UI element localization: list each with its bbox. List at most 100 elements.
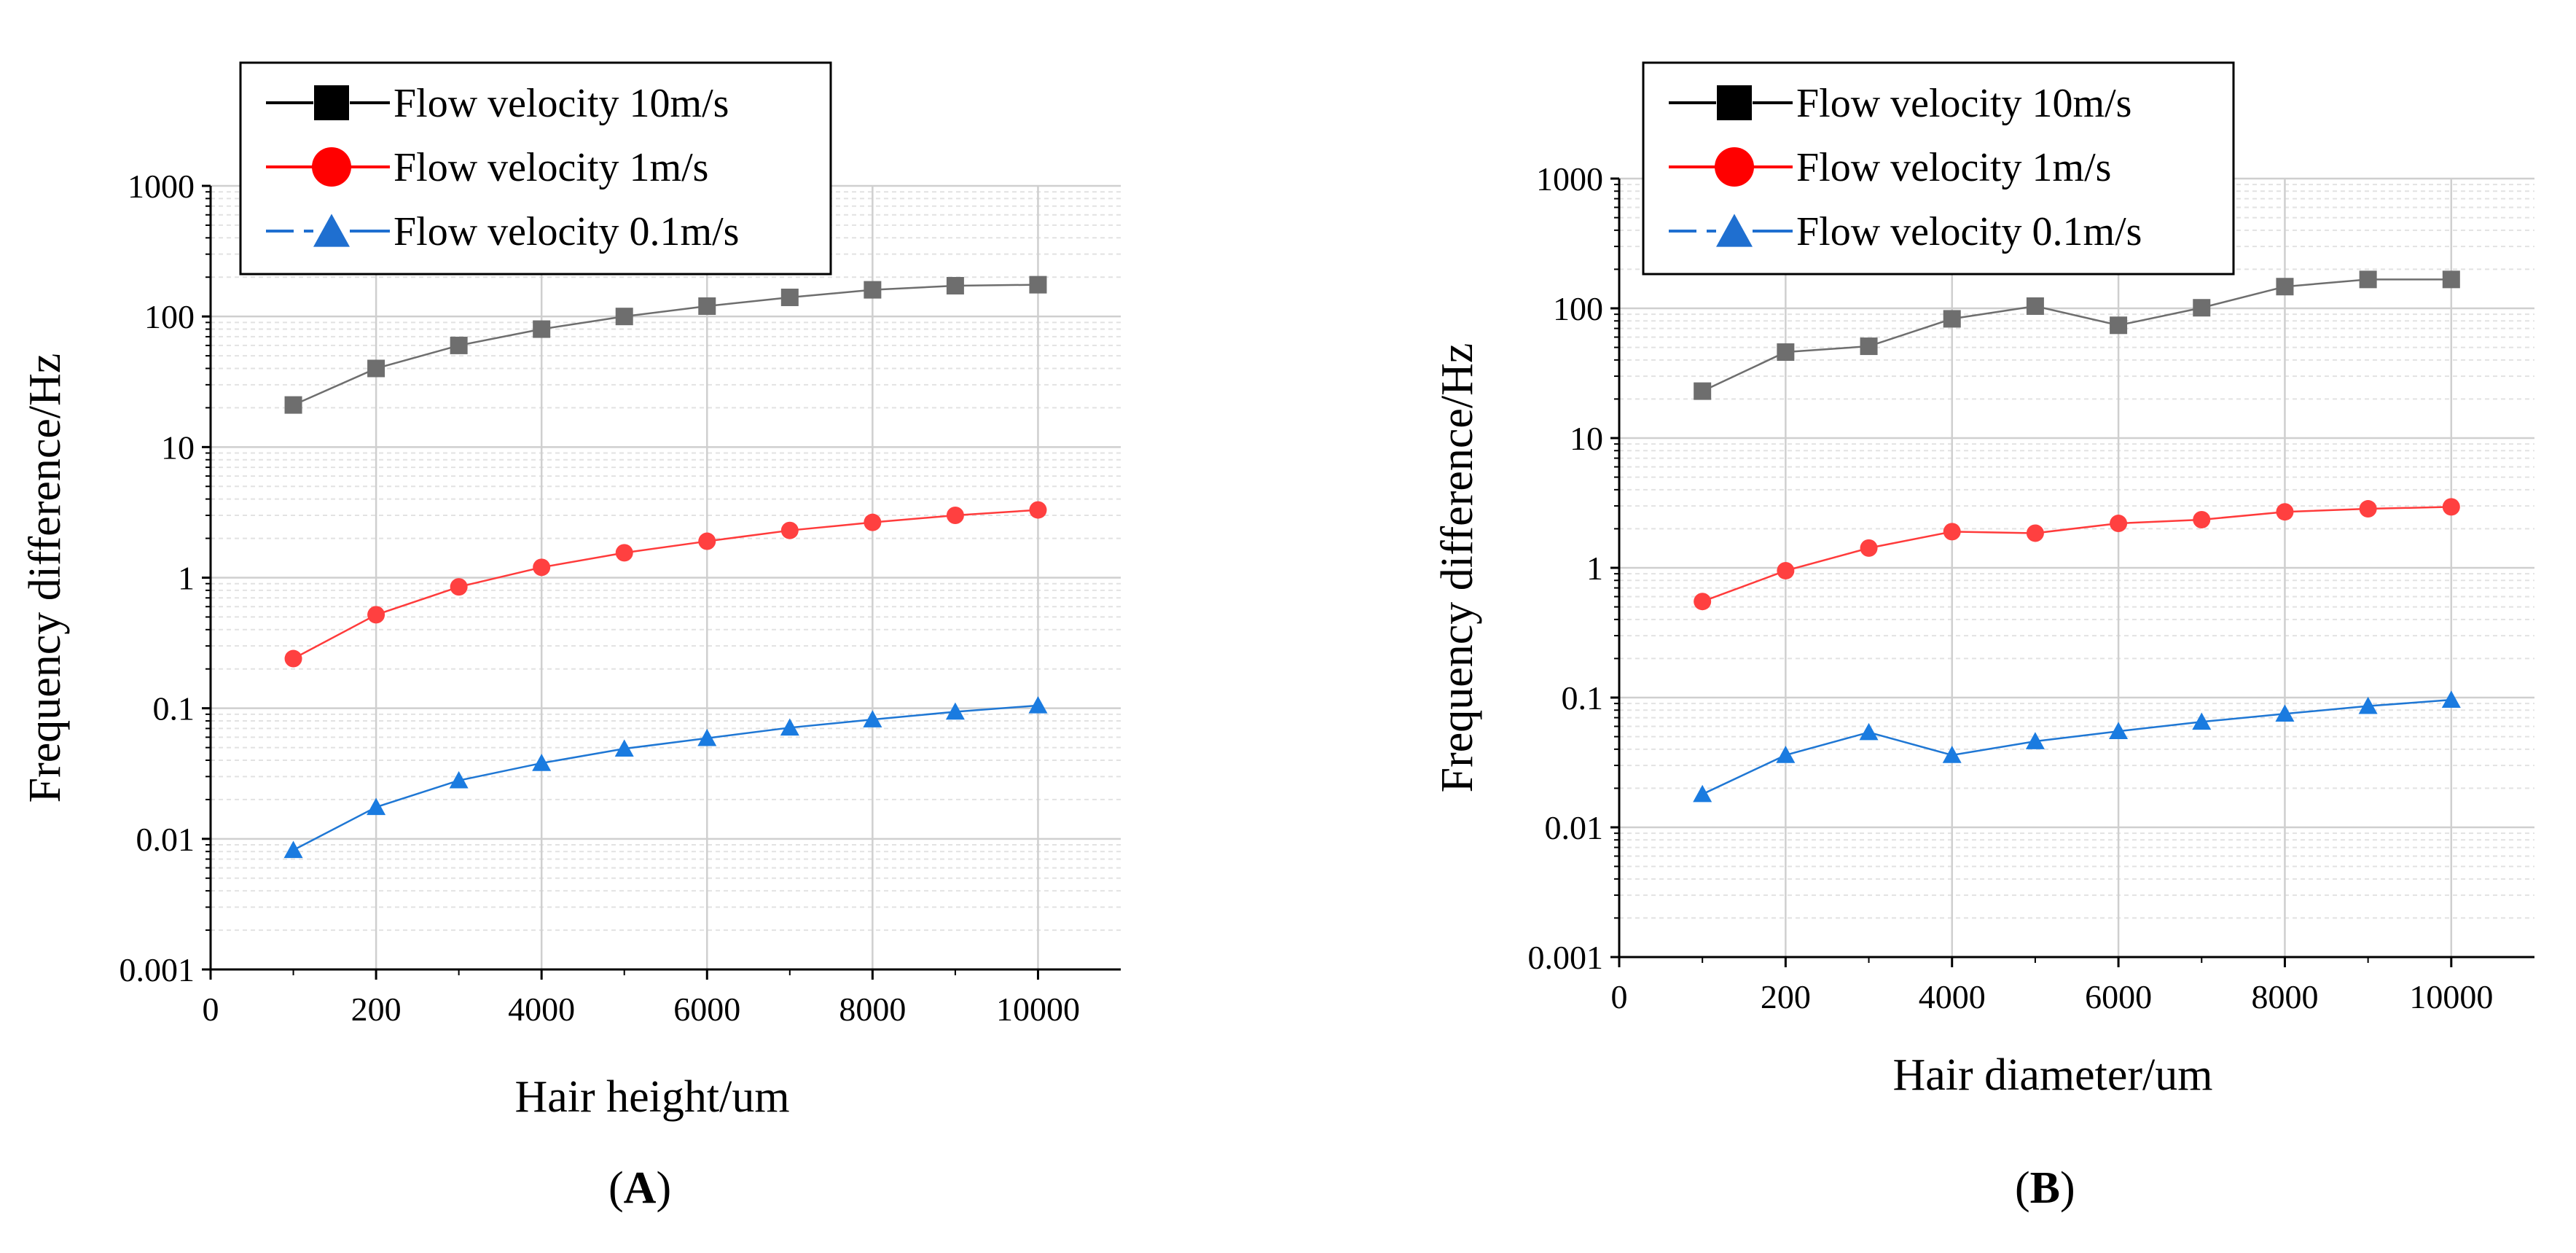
data-point bbox=[863, 710, 882, 727]
data-point bbox=[698, 297, 716, 315]
data-point bbox=[1694, 593, 1712, 611]
x-tick-label: 0 bbox=[1611, 978, 1628, 1015]
x-tick-label: 4000 bbox=[508, 991, 575, 1028]
legend-label: Flow velocity 0.1m/s bbox=[1796, 209, 2142, 254]
x-tick-label: 200 bbox=[351, 991, 402, 1028]
data-point bbox=[2110, 316, 2128, 335]
data-point bbox=[2442, 498, 2460, 516]
series-triangle bbox=[1693, 690, 2461, 803]
x-axis-title: Hair diameter/um bbox=[1893, 1050, 2213, 1100]
data-point bbox=[1029, 276, 1047, 294]
data-point bbox=[1942, 746, 1962, 763]
series-circle bbox=[1694, 498, 2460, 611]
data-point bbox=[284, 649, 302, 668]
data-point bbox=[1694, 382, 1712, 400]
panel-label: (A) bbox=[608, 1163, 671, 1213]
y-tick-label: 0.01 bbox=[136, 821, 195, 858]
data-point bbox=[1860, 539, 1878, 557]
y-tick-label: 1 bbox=[178, 560, 195, 597]
data-point bbox=[615, 544, 633, 562]
panel-label: (B) bbox=[2015, 1163, 2075, 1213]
data-point bbox=[533, 558, 551, 577]
data-point bbox=[2026, 524, 2044, 542]
data-point bbox=[1859, 722, 1879, 741]
series-line bbox=[1702, 278, 2451, 392]
data-point bbox=[532, 754, 552, 771]
series-line bbox=[1702, 506, 2451, 603]
legend: Flow velocity 10m/s Flow velocity 1m/s Flo… bbox=[1642, 61, 2235, 276]
x-tick-label: 8000 bbox=[839, 991, 906, 1028]
y-tick-label: 100 bbox=[144, 298, 195, 335]
series-line bbox=[292, 509, 1038, 660]
legend-label: Flow velocity 1m/s bbox=[1796, 145, 2111, 190]
x-tick-label: 10000 bbox=[996, 991, 1080, 1028]
data-point bbox=[1029, 501, 1047, 519]
y-tick-label: 0.001 bbox=[120, 951, 195, 988]
data-point bbox=[450, 336, 468, 354]
y-axis-title: Frequency difference/Hz bbox=[1433, 343, 1482, 793]
data-point bbox=[864, 513, 882, 531]
data-point bbox=[367, 797, 386, 816]
y-tick-label: 0.001 bbox=[1528, 939, 1604, 976]
data-point bbox=[367, 606, 385, 624]
y-tick-label: 10 bbox=[1570, 420, 1603, 457]
data-point bbox=[2359, 500, 2377, 518]
data-point bbox=[697, 728, 717, 746]
data-point bbox=[2110, 515, 2128, 533]
data-point bbox=[2276, 503, 2294, 521]
data-point bbox=[2275, 704, 2295, 722]
y-tick-label: 1000 bbox=[128, 168, 195, 205]
data-point bbox=[533, 320, 551, 338]
panel-label-letter: B bbox=[2030, 1163, 2060, 1213]
data-point bbox=[283, 840, 303, 859]
y-axis-title: Frequency difference/Hz bbox=[20, 354, 70, 803]
x-axis-title: Hair height/um bbox=[514, 1072, 789, 1122]
data-point bbox=[945, 702, 965, 720]
data-point bbox=[946, 276, 964, 294]
data-point bbox=[698, 532, 716, 550]
legend-symbol-square bbox=[314, 85, 349, 120]
y-tick-label: 10 bbox=[161, 429, 195, 466]
data-point bbox=[1777, 343, 1795, 362]
data-point bbox=[864, 281, 882, 299]
series-square bbox=[1694, 270, 2460, 400]
data-point bbox=[1943, 310, 1961, 328]
data-point bbox=[614, 739, 634, 757]
panel-label-open: ( bbox=[2015, 1163, 2030, 1213]
y-tick-label: 1 bbox=[1586, 550, 1603, 587]
legend-symbol-triangle bbox=[313, 214, 350, 247]
data-point bbox=[946, 507, 964, 525]
series-square bbox=[284, 276, 1047, 414]
series-line bbox=[292, 704, 1038, 851]
data-point bbox=[1693, 784, 1712, 803]
legend-symbol-square bbox=[1717, 85, 1752, 120]
data-point bbox=[780, 288, 799, 306]
data-point bbox=[1776, 746, 1796, 763]
data-point bbox=[2359, 270, 2377, 289]
legend-symbol-triangle bbox=[1716, 214, 1753, 247]
data-point bbox=[1777, 561, 1795, 579]
data-point bbox=[2026, 297, 2044, 315]
data-point bbox=[449, 770, 469, 789]
panel-label-close: ) bbox=[2060, 1163, 2075, 1213]
y-tick-label: 100 bbox=[1553, 290, 1603, 327]
data-point bbox=[615, 308, 633, 326]
x-tick-label: 0 bbox=[203, 991, 219, 1028]
data-point bbox=[284, 396, 302, 414]
data-point bbox=[1028, 696, 1048, 714]
y-tick-label: 1000 bbox=[1536, 160, 1603, 198]
x-tick-label: 10000 bbox=[2409, 978, 2493, 1015]
data-point bbox=[2276, 278, 2294, 296]
legend: Flow velocity 10m/s Flow velocity 1m/s Flo… bbox=[239, 61, 832, 276]
data-point bbox=[2442, 270, 2460, 289]
series-circle bbox=[284, 501, 1047, 668]
panel-label-open: ( bbox=[608, 1163, 624, 1213]
data-point bbox=[2025, 732, 2045, 749]
legend-label: Flow velocity 10m/s bbox=[1796, 81, 2131, 126]
data-point bbox=[2193, 299, 2211, 317]
data-point bbox=[2192, 712, 2212, 730]
y-tick-label: 0.1 bbox=[153, 690, 195, 727]
